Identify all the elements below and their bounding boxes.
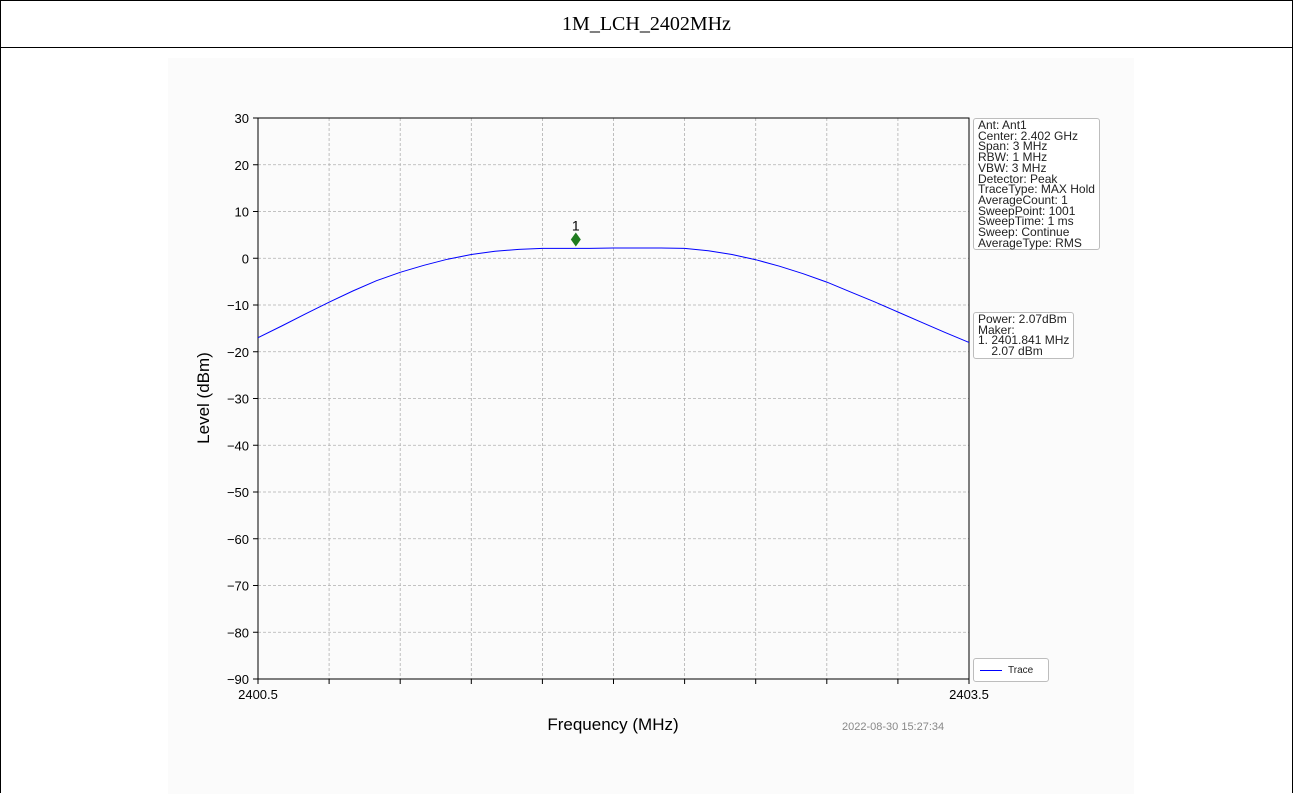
y-tick-label: 20: [235, 158, 249, 173]
y-tick-label: −90: [227, 672, 249, 687]
settings-line: AverageCount: 1: [978, 192, 1068, 207]
legend-label-trace: Trace: [1008, 664, 1034, 676]
settings-line: Span: 3 MHz: [978, 139, 1048, 154]
marker-info-line: 2.07 dBm: [978, 344, 1043, 359]
x-tick-label: 2403.5: [949, 687, 989, 702]
marker-info-line: 1. 2401.841 MHz: [978, 333, 1070, 348]
settings-line: VBW: 3 MHz: [978, 160, 1047, 175]
x-tick-labels: 2400.5 2403.5: [238, 687, 989, 702]
marker-1-label: 1: [572, 218, 580, 234]
axis-ticks: [253, 117, 970, 684]
settings-line: SweepTime: 1 ms: [978, 214, 1074, 229]
y-tick-label: −80: [227, 625, 249, 640]
page-title: 1M_LCH_2402MHz: [1, 1, 1292, 48]
y-axis-label: Level (dBm): [194, 352, 213, 444]
marker-info-line: Maker:: [978, 322, 1015, 337]
y-tick-label: −10: [227, 298, 249, 313]
legend: Trace: [973, 658, 1049, 682]
y-tick-label: −70: [227, 579, 249, 594]
settings-info-box: Ant: Ant1 Center: 2.402 GHz Span: 3 MHz …: [973, 118, 1100, 251]
settings-line: SweepPoint: 1001: [978, 203, 1076, 218]
x-axis-label: Frequency (MHz): [547, 715, 678, 734]
x-tick-label: 2400.5: [238, 687, 278, 702]
trace-line: [257, 247, 970, 343]
y-tick-label: −60: [227, 532, 249, 547]
settings-line: AverageType: RMS: [978, 235, 1082, 250]
timestamp: 2022-08-30 15:27:34: [842, 721, 945, 733]
settings-line: Ant: Ant1: [978, 118, 1027, 132]
y-tick-label: −40: [227, 438, 249, 453]
y-tick-labels: 30 20 10 0 −10 −20 −30 −40 −50 −60 −70 −80 −90: [227, 111, 249, 687]
y-tick-label: −30: [227, 392, 249, 407]
y-tick-label: 30: [235, 111, 249, 126]
settings-line: Detector: Peak: [978, 171, 1058, 186]
axes-frame: [257, 117, 970, 680]
y-tick-label: −50: [227, 485, 249, 500]
settings-line: RBW: 1 MHz: [978, 150, 1048, 165]
settings-line: TraceType: MAX Hold: [978, 182, 1095, 197]
y-tick-label: 10: [235, 205, 249, 220]
marker-1-diamond: [570, 232, 581, 247]
y-tick-label: 0: [242, 251, 249, 266]
marker-info-box: Power: 2.07dBm Maker: 1. 2401.841 MHz 2.…: [973, 312, 1075, 359]
marker-info-line: Power: 2.07dBm: [978, 312, 1067, 326]
y-tick-label: −20: [227, 345, 249, 360]
settings-line: Center: 2.402 GHz: [978, 128, 1079, 143]
settings-line: Sweep: Continue: [978, 225, 1070, 240]
grid: [258, 118, 969, 679]
legend-swatch-trace: [980, 669, 1002, 671]
